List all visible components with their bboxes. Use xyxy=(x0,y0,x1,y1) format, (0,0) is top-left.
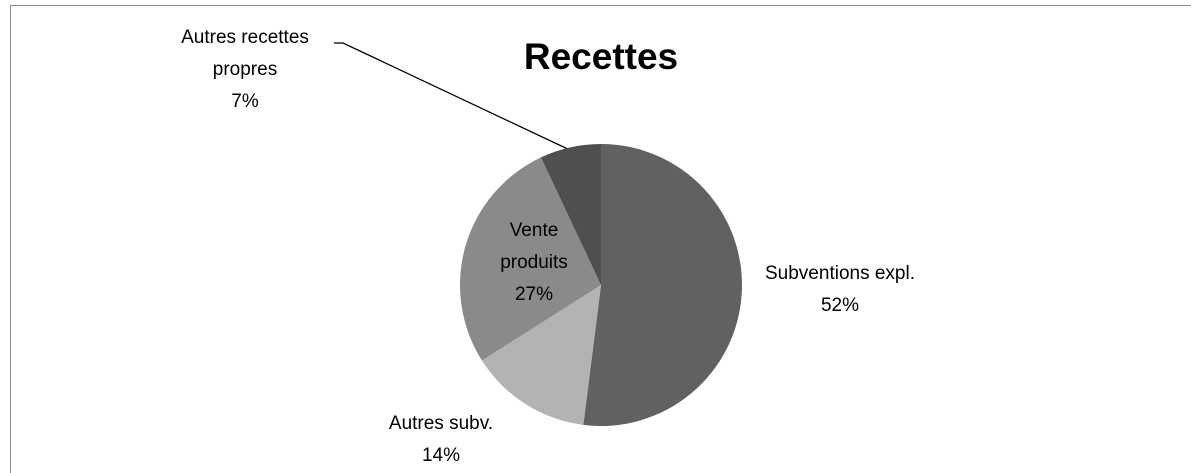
value-label: 52% xyxy=(820,295,860,316)
chart-title: Recettes xyxy=(523,36,679,77)
category-label: Autres subv. xyxy=(388,413,494,434)
data-label: Autres subv. 14% xyxy=(389,408,493,472)
pie-slice xyxy=(540,144,601,285)
value-label: 7% xyxy=(231,91,259,112)
pie-slice xyxy=(460,157,601,361)
value-label: 14% xyxy=(421,445,461,466)
category-label: Autres recettes propres xyxy=(181,27,309,80)
data-label: Subventions expl. 52% xyxy=(765,258,915,322)
leader-line xyxy=(334,42,573,152)
chart-frame xyxy=(10,5,1191,473)
pie-slice xyxy=(481,285,601,425)
value-label: 27% xyxy=(514,284,554,305)
pie-slice xyxy=(583,144,742,426)
data-label: Vente produits 27% xyxy=(489,215,579,311)
category-label: Vente produits xyxy=(500,220,568,273)
category-label: Subventions expl. xyxy=(765,263,915,284)
data-label: Autres recettes propres 7% xyxy=(155,22,335,118)
